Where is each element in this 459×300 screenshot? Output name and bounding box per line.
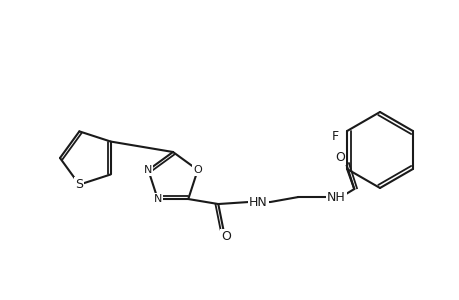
Text: F: F xyxy=(331,130,338,142)
Text: O: O xyxy=(221,230,231,242)
Text: HN: HN xyxy=(248,196,267,208)
Text: O: O xyxy=(193,165,202,175)
Text: N: N xyxy=(153,194,162,204)
Text: O: O xyxy=(335,151,344,164)
Text: N: N xyxy=(144,165,152,175)
Text: S: S xyxy=(75,178,83,191)
Text: NH: NH xyxy=(326,190,345,203)
